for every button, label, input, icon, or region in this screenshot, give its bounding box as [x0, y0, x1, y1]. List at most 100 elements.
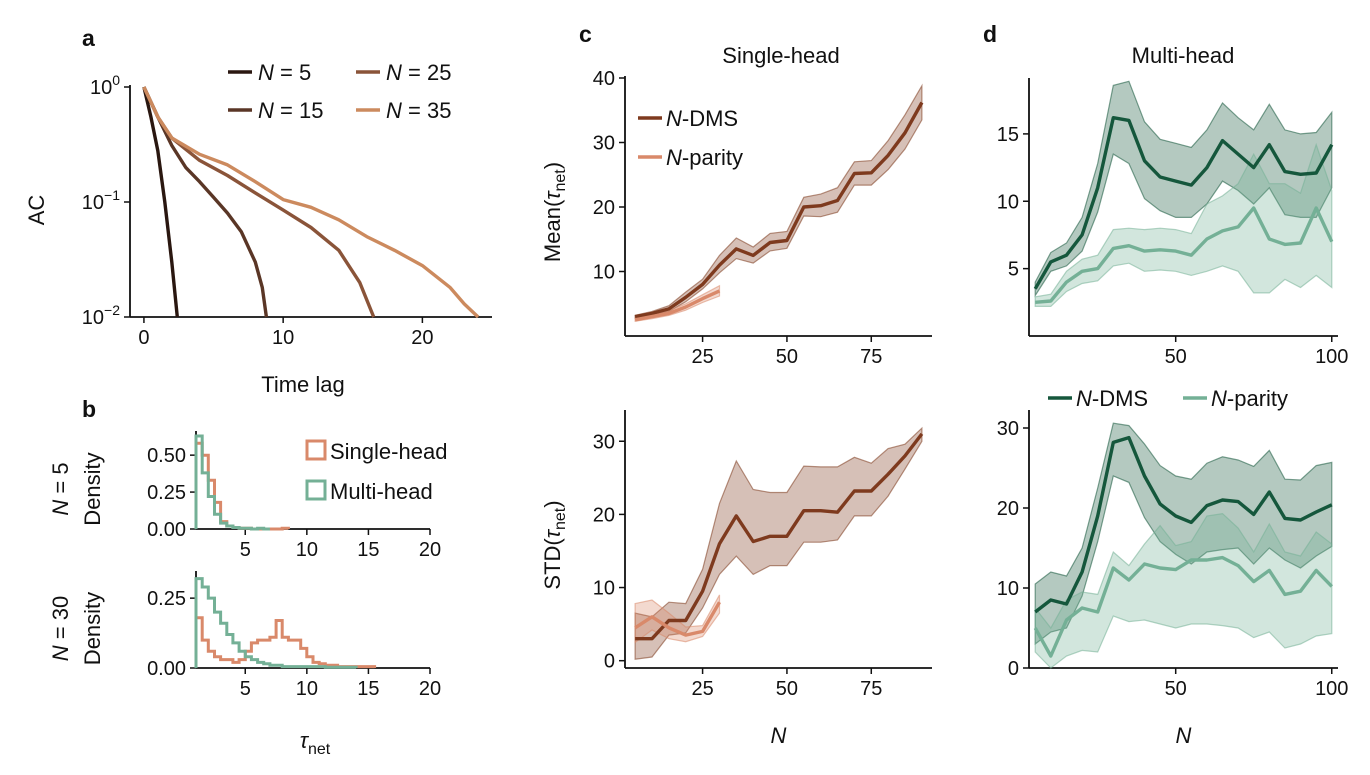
legend-label-1: N-parity — [1211, 386, 1288, 411]
x-axis-label: N — [1176, 723, 1192, 748]
panel-d-bottom-std: 50 100 0 10 20 30 N — [997, 410, 1348, 748]
legend-label-italic: N — [1076, 386, 1092, 411]
x-tick-label: 10 — [296, 678, 318, 700]
series-band-1 — [1034, 142, 1333, 307]
y-label-symbol: τ — [540, 190, 565, 200]
legend-label-rest: = 15 — [274, 98, 324, 123]
y-tick-label: 0 — [604, 651, 615, 673]
legend-label-rest: -DMS — [682, 106, 738, 131]
series-band-0 — [634, 83, 923, 319]
panel-letter-c: c — [579, 21, 592, 47]
y-axis-label-text: Density — [80, 452, 105, 525]
series-band-0 — [634, 426, 923, 660]
legend-label-2: N = 25 — [386, 60, 451, 85]
x-tick-label: 50 — [776, 346, 798, 368]
y-tick-label: 10−2 — [82, 302, 120, 329]
y-tick-label: 20 — [593, 504, 615, 526]
y-label-subscript: net — [552, 507, 569, 530]
panel-letter-d: d — [983, 21, 997, 47]
y-label-subscript: net — [552, 169, 569, 192]
legend-label-rest: -parity — [682, 145, 743, 170]
y-tick-label: 10 — [997, 578, 1019, 600]
legend-label-rest: = 5 — [274, 60, 311, 85]
y-tick-base: 10 — [82, 307, 104, 329]
y-tick-label: 30 — [997, 418, 1019, 440]
y-tick-label: 0.00 — [147, 658, 186, 680]
legend-label-italic: N — [386, 60, 402, 85]
y-axis-label: Density — [80, 592, 105, 665]
y-axis-label-text: AC — [24, 195, 49, 226]
y-tick-exponent: −2 — [104, 302, 120, 318]
x-tick-label: 50 — [776, 678, 798, 700]
legend-label-0: Single-head — [330, 439, 447, 464]
hist-step-1 — [194, 434, 270, 531]
series-line-1 — [634, 601, 721, 637]
panel-c-title: Single-head — [722, 43, 839, 68]
legend-label-italic: N — [258, 98, 274, 123]
x-tick-label: 50 — [1165, 678, 1187, 700]
x-tick-label: 100 — [1315, 678, 1348, 700]
row-label-italic: N — [48, 645, 73, 661]
y-tick-base: 10 — [82, 192, 104, 214]
hist-step-0 — [194, 616, 377, 669]
y-tick-label: 0.50 — [147, 445, 186, 467]
x-tick-label: 10 — [272, 327, 294, 349]
panel-b-bottom-histogram: 5 10 15 20 0.00 0.25 N = 30 Density τnet — [48, 571, 441, 758]
y-tick-exponent: −1 — [104, 187, 120, 203]
legend-swatch-1 — [305, 479, 327, 501]
y-axis-label-text: Density — [80, 592, 105, 665]
y-label-prefix: STD( — [540, 538, 565, 590]
x-tick-label: 15 — [357, 539, 379, 561]
x-tick-label: 0 — [138, 327, 149, 349]
x-tick-label: 20 — [419, 539, 441, 561]
y-tick-label: 0.00 — [147, 519, 186, 541]
x-tick-label: 20 — [411, 327, 433, 349]
legend-label-italic: N — [666, 106, 682, 131]
row-label-rest: = 5 — [48, 462, 73, 499]
series-line-1 — [1033, 555, 1334, 658]
y-tick-label: 0.25 — [147, 588, 186, 610]
x-tick-label: 5 — [240, 678, 251, 700]
y-tick-label: 20 — [997, 498, 1019, 520]
y-tick-label: 10−1 — [82, 187, 120, 214]
x-tick-label: 25 — [691, 346, 713, 368]
x-axis-label: Time lag — [261, 372, 345, 397]
y-tick-label: 0 — [1008, 658, 1019, 680]
series-line-0 — [142, 86, 179, 318]
x-axis-label: N — [771, 723, 787, 748]
series-line-0 — [635, 432, 924, 641]
row-label: N = 5 — [48, 462, 73, 515]
y-tick-label: 10 — [593, 262, 615, 284]
x-tick-label: 75 — [860, 678, 882, 700]
legend-label-italic: N — [1211, 386, 1227, 411]
x-label-symbol: τ — [300, 728, 310, 753]
y-tick-label: 5 — [1008, 259, 1019, 281]
y-tick-label: 30 — [593, 133, 615, 155]
legend-label-3: N = 35 — [386, 98, 451, 123]
panel-letter-b: b — [82, 396, 96, 422]
x-tick-label: 25 — [691, 678, 713, 700]
y-tick-exponent: 0 — [112, 72, 120, 88]
x-tick-label: 100 — [1315, 346, 1348, 368]
legend-label-rest: -parity — [1227, 386, 1288, 411]
panel-letter-a: a — [82, 25, 95, 51]
x-tick-label: 5 — [240, 539, 251, 561]
y-tick-label: 40 — [593, 68, 615, 90]
x-tick-label: 15 — [357, 678, 379, 700]
series-line-0 — [634, 101, 924, 319]
series-line-1 — [142, 86, 269, 318]
x-label-subscript: net — [308, 741, 331, 758]
legend-label-0: N-DMS — [1076, 386, 1148, 411]
y-tick-label: 100 — [90, 72, 120, 99]
y-tick-base: 10 — [90, 77, 112, 99]
y-label-suffix: ) — [540, 500, 565, 507]
y-axis-label: Density — [80, 452, 105, 525]
legend-label-0: N-DMS — [666, 106, 738, 131]
y-tick-label: 0.25 — [147, 482, 186, 504]
legend-label-1: N = 15 — [258, 98, 323, 123]
y-tick-label: 15 — [997, 124, 1019, 146]
series-band-1 — [634, 594, 721, 644]
y-tick-label: 10 — [997, 191, 1019, 213]
x-tick-label: 10 — [296, 539, 318, 561]
